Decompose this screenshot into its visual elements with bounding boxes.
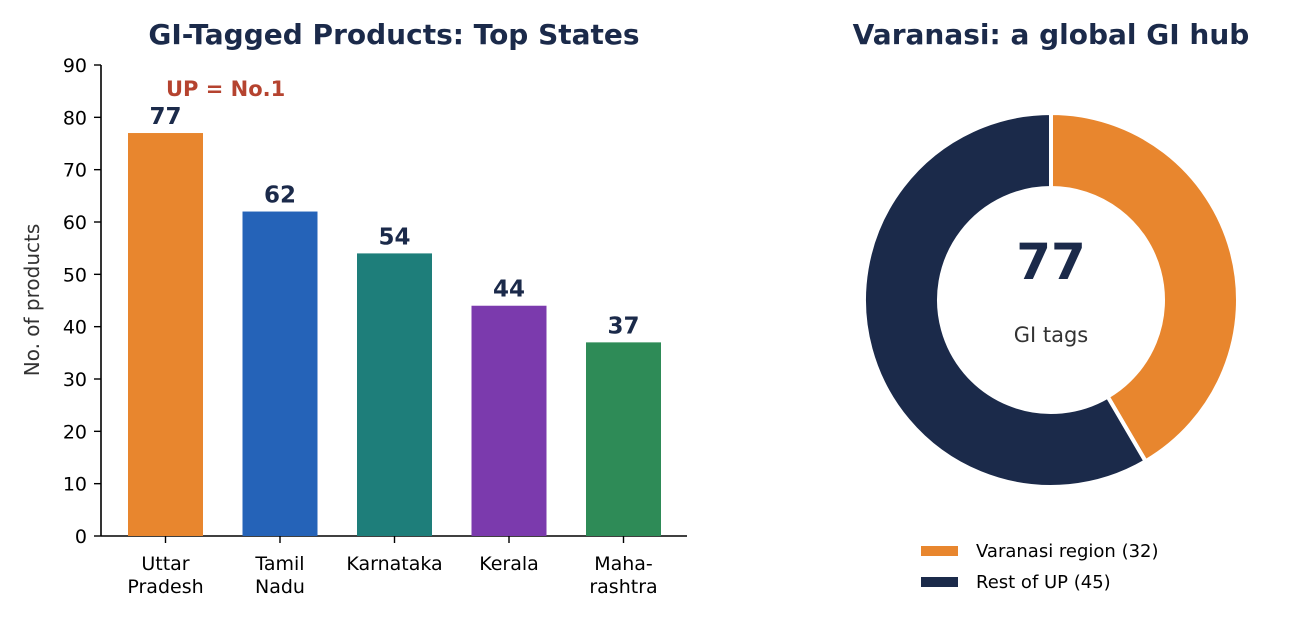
- donut-slices: [862, 110, 1240, 489]
- y-tick-label: 70: [63, 160, 87, 182]
- legend-label: Varanasi region (32): [976, 541, 1159, 562]
- x-tick-label: Pradesh: [127, 576, 203, 598]
- bar: [471, 305, 547, 536]
- donut-slice: [1049, 110, 1240, 465]
- legend-swatch: [921, 577, 958, 587]
- x-tick-label: Karnataka: [346, 553, 442, 575]
- bar-chart-title: GI-Tagged Products: Top States: [148, 18, 639, 51]
- donut-center-value: 77: [1016, 233, 1086, 291]
- bar-annotation: UP = No.1: [166, 77, 285, 101]
- bar: [242, 211, 318, 537]
- y-tick-label: 0: [75, 526, 87, 548]
- x-tick-label: Uttar: [141, 553, 189, 575]
- y-tick-label: 20: [63, 421, 87, 443]
- y-tick-label: 90: [63, 55, 87, 77]
- bar: [128, 133, 203, 537]
- y-tick-label: 60: [63, 212, 87, 234]
- y-axis-label: No. of products: [20, 224, 44, 377]
- legend-label: Rest of UP (45): [976, 572, 1111, 593]
- legend: Varanasi region (32) Rest of UP (45): [921, 541, 1159, 593]
- x-tick-label: Maha-: [594, 553, 653, 575]
- y-ticks: 0 10 20 30 40 50 60 70 80 90: [63, 55, 101, 548]
- bar-value-label: 37: [607, 313, 639, 339]
- y-tick-label: 30: [63, 369, 87, 391]
- x-tick-label: Kerala: [479, 553, 539, 575]
- y-tick-label: 10: [63, 474, 87, 496]
- bar-value-label: 77: [149, 104, 181, 130]
- bar-chart: GI-Tagged Products: Top States 0 10 20 30 40…: [20, 18, 687, 598]
- x-tick-label: Nadu: [255, 576, 305, 598]
- donut-chart-title: Varanasi: a global GI hub: [853, 18, 1250, 51]
- y-tick-label: 50: [63, 264, 87, 286]
- y-axis: 0 10 20 30 40 50 60 70 80 90 No. of products: [20, 55, 102, 548]
- y-tick-label: 80: [63, 107, 87, 129]
- legend-swatch: [921, 546, 958, 556]
- bar-value-label: 44: [493, 277, 525, 303]
- x-tick-label: rashtra: [589, 576, 657, 598]
- donut-chart: Varanasi: a global GI hub 77 GI tags Var…: [853, 18, 1250, 593]
- bar: [586, 342, 661, 536]
- y-tick-label: 40: [63, 317, 87, 339]
- donut-slice: [862, 110, 1149, 489]
- bar-value-label: 54: [378, 224, 410, 250]
- bar: [357, 253, 432, 536]
- x-tick-label: Tamil: [254, 553, 304, 575]
- bar-value-label: 62: [264, 183, 296, 209]
- donut-center-label: GI tags: [1014, 323, 1089, 347]
